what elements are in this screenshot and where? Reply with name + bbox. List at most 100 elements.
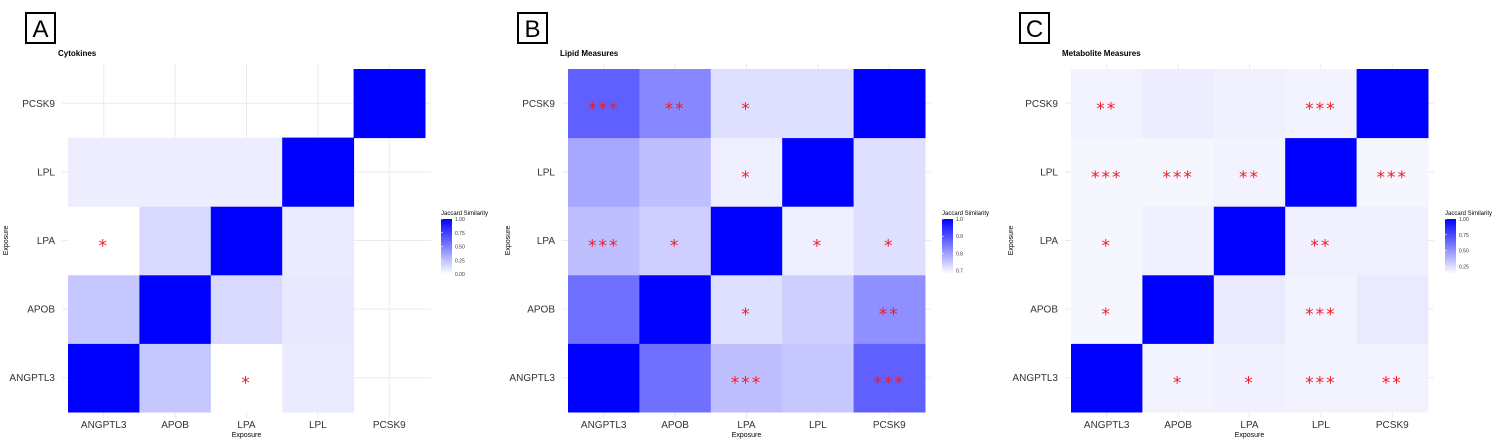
heatmap-cell-apob-lpl <box>639 137 712 207</box>
significance-mark: * <box>884 237 895 257</box>
panel-letter: C <box>1026 16 1043 43</box>
significance-mark: * <box>241 374 252 394</box>
significance-mark: * <box>741 305 752 325</box>
x-tick-label: ANGPTL3 <box>81 420 127 431</box>
heatmap-cell-angptl3-lpl <box>1071 137 1143 207</box>
heatmap-cell-angptl3-apob <box>1071 274 1143 344</box>
y-tick-label: LPL <box>537 167 555 178</box>
x-tick-label: LPA <box>237 420 255 431</box>
legend-tick-label: 0.25 <box>455 258 465 264</box>
significance-mark: ** <box>1382 374 1403 394</box>
x-tick-label: PCSK9 <box>873 420 906 431</box>
legend-tick-label: 1.00 <box>1459 217 1469 223</box>
y-tick-label: PCSK9 <box>22 99 55 110</box>
y-tick-label: LPL <box>1040 167 1058 178</box>
legend-tick-label: 0.9 <box>956 234 963 240</box>
significance-mark: *** <box>588 99 620 119</box>
heatmap-cell-lpa-angptl3 <box>710 343 783 413</box>
heatmap-cell-lpl-pcsk9 <box>1285 69 1358 139</box>
heatmap-cell-angptl3-lpl <box>568 137 640 207</box>
legend-tick-label: 0.75 <box>1459 233 1469 239</box>
y-tick-label: LPA <box>537 236 555 247</box>
heatmap-cell-angptl3-lpa <box>1071 206 1143 276</box>
heatmap-cell-lpl-angptl3 <box>1285 343 1358 413</box>
heatmap-cell-pcsk9-pcsk9 <box>853 69 926 139</box>
heatmap-cell-lpa-lpl <box>210 137 283 207</box>
y-tick-label: PCSK9 <box>1025 99 1058 110</box>
heatmap-cell-lpl-lpl <box>1285 137 1358 207</box>
panel-letter-box <box>517 12 548 44</box>
legend-tick-label: 0.25 <box>1459 264 1469 270</box>
heatmap-cell-lpl-angptl3 <box>782 343 855 413</box>
heatmap-cell-pcsk9-apob <box>853 274 926 344</box>
heatmap-cell-lpa-lpl <box>710 137 783 207</box>
heatmap-cell-lpa-lpl <box>1213 137 1286 207</box>
significance-mark: ** <box>879 305 900 325</box>
heatmap-cell-lpl-lpa <box>1285 206 1358 276</box>
chart-title: Lipid Measures <box>560 49 619 58</box>
heatmap-cell-apob-lpa <box>139 206 212 276</box>
chart-title: Metabolite Measures <box>1062 49 1141 58</box>
heatmap-cell-pcsk9-pcsk9 <box>353 69 426 139</box>
x-axis-title: Exposure <box>1235 432 1265 439</box>
significance-mark: * <box>1101 237 1112 257</box>
heatmap-cell-lpa-angptl3 <box>1213 343 1286 413</box>
y-tick-label: LPL <box>37 167 55 178</box>
heatmap-cell-lpa-pcsk9 <box>710 69 783 139</box>
heatmap-cell-apob-apob <box>1142 274 1215 344</box>
panel-letter-box <box>25 12 56 44</box>
x-tick-label: LPA <box>737 420 755 431</box>
x-axis-title: Exposure <box>732 432 762 439</box>
heatmap-cell-lpl-lpl <box>282 137 355 207</box>
heatmap-cell-pcsk9-lpa <box>853 206 926 276</box>
significance-mark: *** <box>1091 168 1123 188</box>
y-tick-label: ANGPTL3 <box>509 373 555 384</box>
legend-tick-label: 0.7 <box>956 269 963 275</box>
legend-colorbar <box>1445 219 1456 274</box>
legend-title: Jaccard Similarity <box>942 211 989 217</box>
heatmap-cell-apob-lpl <box>1142 137 1215 207</box>
heatmap-cell-pcsk9-lpa <box>1356 206 1429 276</box>
significance-mark: ** <box>1310 237 1331 257</box>
x-tick-label: LPA <box>1240 420 1258 431</box>
heatmap-cell-apob-pcsk9 <box>639 69 712 139</box>
significance-mark: *** <box>1377 168 1409 188</box>
heatmap-cell-apob-angptl3 <box>139 343 212 413</box>
legend-title: Jaccard Similarity <box>1445 211 1492 217</box>
legend-colorbar <box>942 219 953 274</box>
heatmap-cell-lpl-lpl <box>782 137 855 207</box>
heatmap-cell-lpa-lpa <box>210 206 283 276</box>
x-axis-title: Exposure <box>232 432 262 439</box>
legend-tick-label: 1.0 <box>956 217 963 223</box>
significance-mark: ** <box>665 99 686 119</box>
heatmap-cell-apob-lpa <box>1142 206 1215 276</box>
heatmap-cell-angptl3-angptl3 <box>568 343 640 413</box>
y-tick-label: APOB <box>527 305 555 316</box>
panel-letter: A <box>32 16 48 43</box>
heatmap-cell-apob-angptl3 <box>1142 343 1215 413</box>
heatmap-cell-lpa-lpa <box>1213 206 1286 276</box>
significance-mark: *** <box>1305 99 1337 119</box>
significance-mark: * <box>1244 374 1255 394</box>
x-tick-label: LPL <box>309 420 327 431</box>
y-tick-label: ANGPTL3 <box>9 373 55 384</box>
significance-mark: * <box>813 237 824 257</box>
heatmap-cell-lpa-lpa <box>710 206 783 276</box>
x-tick-label: PCSK9 <box>373 420 406 431</box>
heatmap-cell-lpl-pcsk9 <box>782 69 855 139</box>
heatmap-cell-angptl3-pcsk9 <box>568 69 640 139</box>
legend-tick-label: 0.50 <box>455 245 465 251</box>
x-tick-label: APOB <box>661 420 689 431</box>
y-tick-label: LPA <box>1040 236 1058 247</box>
panel-a: A Cytokines * * ANGPTL3 APOB LPA LPL PCSK9 ANGPTL… <box>3 12 488 439</box>
heatmap-cell-pcsk9-angptl3 <box>1356 343 1429 413</box>
significance-mark: *** <box>731 374 763 394</box>
heatmap-cell-lpl-apob <box>782 274 855 344</box>
x-tick-label: PCSK9 <box>1376 420 1409 431</box>
significance-mark: *** <box>1305 305 1337 325</box>
significance-mark: *** <box>1162 168 1194 188</box>
legend-colorbar <box>441 219 452 274</box>
